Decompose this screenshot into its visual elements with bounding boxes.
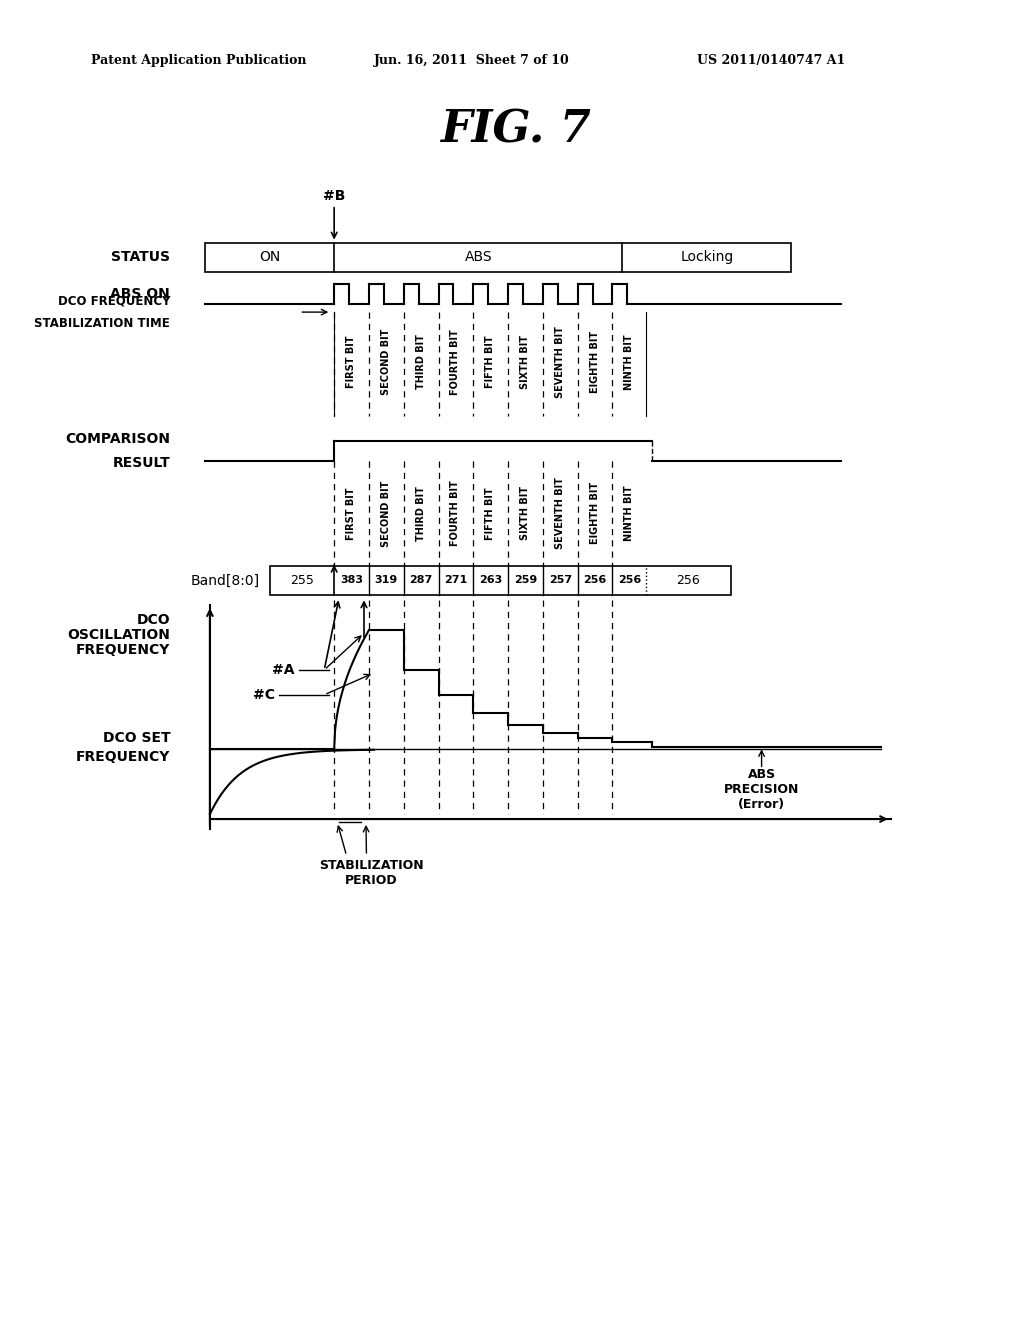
- Text: FIFTH BIT: FIFTH BIT: [485, 487, 496, 540]
- Text: NINTH BIT: NINTH BIT: [625, 486, 635, 541]
- Text: SECOND BIT: SECOND BIT: [381, 329, 391, 395]
- Text: THIRD BIT: THIRD BIT: [416, 486, 426, 541]
- Text: Patent Application Publication: Patent Application Publication: [91, 54, 306, 66]
- Text: DCO SET: DCO SET: [102, 730, 170, 744]
- Text: SEVENTH BIT: SEVENTH BIT: [555, 478, 565, 549]
- Text: #C: #C: [253, 688, 274, 702]
- Text: 256: 256: [617, 576, 641, 586]
- Text: Locking: Locking: [680, 251, 733, 264]
- Text: FREQUENCY: FREQUENCY: [76, 750, 170, 764]
- Text: STATUS: STATUS: [112, 251, 170, 264]
- Text: 257: 257: [549, 576, 571, 586]
- Text: 259: 259: [514, 576, 538, 586]
- Bar: [205, 243, 792, 272]
- Text: 319: 319: [375, 576, 398, 586]
- Text: Band[8:0]: Band[8:0]: [190, 573, 260, 587]
- Text: #B: #B: [323, 189, 345, 203]
- Text: 383: 383: [340, 576, 364, 586]
- Text: RESULT: RESULT: [113, 457, 170, 470]
- Text: FIRST BIT: FIRST BIT: [346, 335, 356, 388]
- Text: #A: #A: [272, 663, 295, 677]
- Text: ABS ON: ABS ON: [111, 288, 170, 301]
- Text: ABS
PRECISION
(Error): ABS PRECISION (Error): [724, 768, 800, 810]
- Text: FOURTH BIT: FOURTH BIT: [451, 480, 461, 546]
- Bar: [269, 565, 731, 595]
- Text: FOURTH BIT: FOURTH BIT: [451, 329, 461, 395]
- Text: ON: ON: [259, 251, 281, 264]
- Text: 287: 287: [410, 576, 433, 586]
- Text: EIGHTH BIT: EIGHTH BIT: [590, 482, 600, 544]
- Text: ABS: ABS: [465, 251, 493, 264]
- Text: STABILIZATION TIME: STABILIZATION TIME: [35, 317, 170, 330]
- Text: DCO: DCO: [136, 614, 170, 627]
- Text: COMPARISON: COMPARISON: [66, 433, 170, 446]
- Text: 256: 256: [676, 574, 699, 587]
- Text: 255: 255: [290, 574, 313, 587]
- Text: SECOND BIT: SECOND BIT: [381, 480, 391, 546]
- Text: 263: 263: [479, 576, 503, 586]
- Text: FIFTH BIT: FIFTH BIT: [485, 335, 496, 388]
- Text: STABILIZATION
PERIOD: STABILIZATION PERIOD: [319, 859, 424, 887]
- Text: SIXTH BIT: SIXTH BIT: [520, 335, 530, 389]
- Text: FIRST BIT: FIRST BIT: [346, 487, 356, 540]
- Text: DCO FREQUENCY: DCO FREQUENCY: [57, 294, 170, 308]
- Text: EIGHTH BIT: EIGHTH BIT: [590, 331, 600, 393]
- Text: 256: 256: [584, 576, 606, 586]
- Text: SIXTH BIT: SIXTH BIT: [520, 486, 530, 540]
- Text: OSCILLATION: OSCILLATION: [68, 628, 170, 642]
- Text: US 2011/0140747 A1: US 2011/0140747 A1: [697, 54, 845, 66]
- Text: Jun. 16, 2011  Sheet 7 of 10: Jun. 16, 2011 Sheet 7 of 10: [374, 54, 569, 66]
- Text: NINTH BIT: NINTH BIT: [625, 334, 635, 389]
- Text: 271: 271: [444, 576, 468, 586]
- Text: THIRD BIT: THIRD BIT: [416, 334, 426, 389]
- Text: FIG. 7: FIG. 7: [439, 108, 591, 152]
- Text: SEVENTH BIT: SEVENTH BIT: [555, 326, 565, 397]
- Text: FREQUENCY: FREQUENCY: [76, 643, 170, 657]
